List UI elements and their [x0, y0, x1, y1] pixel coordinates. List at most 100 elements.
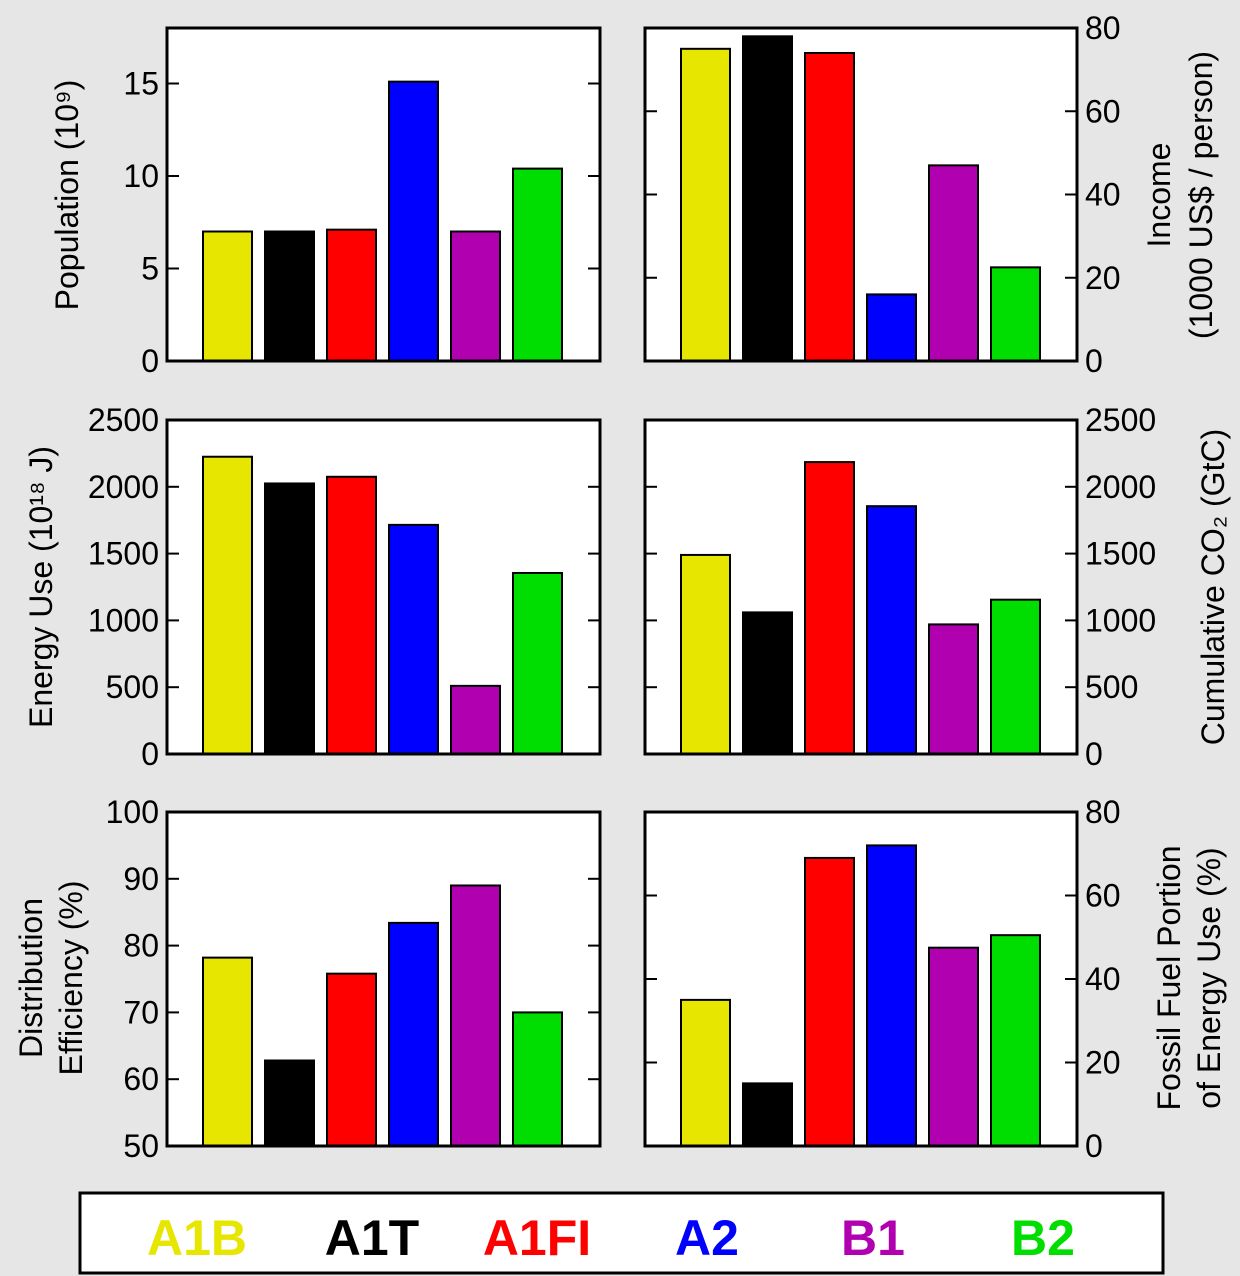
y-tick-label: 1500	[1085, 536, 1156, 572]
legend-entry-a1fi: A1FI	[483, 1210, 591, 1266]
bar-a1b	[202, 956, 253, 1148]
y-tick-label: 5	[141, 251, 159, 287]
bar-a2	[866, 293, 917, 362]
y-tick-label: 0	[1085, 736, 1103, 772]
y-tick-label: 500	[106, 669, 159, 705]
bar-a1t	[742, 1082, 793, 1147]
legend-entry-b1: B1	[841, 1210, 905, 1266]
y-tick-label: 80	[1085, 10, 1121, 46]
panel-4: 50 60 70 80 90 100	[106, 794, 602, 1164]
ylabel-distribution-line1: Distribution	[13, 898, 49, 1058]
y-tick-label: 20	[1085, 260, 1121, 296]
bar-a1b	[680, 998, 731, 1147]
y-tick-label: 0	[1085, 1128, 1103, 1164]
y-tick-label: 60	[1085, 878, 1121, 914]
y-tick-label: 2000	[88, 469, 159, 505]
panel-0: 0 5 10 15	[123, 26, 602, 379]
legend-entry-a1t: A1T	[325, 1210, 419, 1266]
ylabel-fossil-fuel: Fossil Fuel Portion of Energy Use (%)	[1151, 846, 1227, 1111]
bar-a1b	[202, 455, 253, 755]
bar-b2	[512, 167, 563, 362]
ylabel-distribution-efficiency: Distribution Efficiency (%)	[13, 880, 89, 1075]
bar-b2	[990, 266, 1041, 362]
panel-5: 0 20 40 60 80	[643, 794, 1121, 1164]
y-tick-label: 2500	[88, 402, 159, 438]
bar-b1	[928, 623, 979, 756]
bar-a2	[388, 80, 439, 363]
bar-b1	[450, 230, 501, 362]
plot-frame	[165, 418, 602, 756]
y-tick-label: 20	[1085, 1045, 1121, 1081]
y-tick-label: 15	[123, 66, 159, 102]
y-tick-label: 50	[123, 1128, 159, 1164]
legend-entry-a2: A2	[675, 1210, 739, 1266]
bar-a1fi	[326, 972, 377, 1147]
y-tick-label: 60	[123, 1061, 159, 1097]
y-tick-label: 0	[141, 736, 159, 772]
plot-frame	[165, 810, 602, 1148]
y-tick-label: 0	[141, 343, 159, 379]
ylabel-population: Population (10⁹)	[49, 80, 85, 311]
y-tick-label: 1500	[88, 536, 159, 572]
bar-a1fi	[804, 856, 855, 1147]
plot-frame	[165, 26, 602, 363]
bar-a1b	[202, 230, 253, 362]
legend: A1B A1T A1FI A2 B1 B2	[147, 1210, 1075, 1266]
ylabel-income: Income (1000 US$ / person)	[1141, 51, 1219, 339]
bar-a1fi	[804, 461, 855, 755]
y-tick-label: 60	[1085, 93, 1121, 129]
bar-a1t	[264, 482, 315, 755]
legend-entry-a1b: A1B	[147, 1210, 247, 1266]
bar-b2	[512, 1011, 563, 1148]
panel-2: 0 500 1000 1500 2000 2500	[88, 402, 602, 772]
bar-a2	[388, 921, 439, 1147]
bar-b1	[450, 684, 501, 756]
bar-b2	[990, 934, 1041, 1147]
y-tick-label: 10	[123, 158, 159, 194]
bar-a1t	[264, 230, 315, 362]
ylabel-fossil-line2: of Energy Use (%)	[1191, 847, 1227, 1108]
y-tick-label: 40	[1085, 961, 1121, 997]
bar-a1b	[680, 47, 731, 362]
bar-a1b	[680, 553, 731, 755]
y-tick-label: 0	[1085, 343, 1103, 379]
bar-b1	[928, 946, 979, 1147]
y-tick-label: 1000	[1085, 602, 1156, 638]
ylabel-distribution-line2: Efficiency (%)	[53, 880, 89, 1075]
ylabel-cumulative-co2: Cumulative CO₂ (GtC)	[1195, 429, 1231, 745]
bar-a2	[388, 523, 439, 755]
y-tick-label: 1000	[88, 602, 159, 638]
y-tick-label: 80	[1085, 794, 1121, 830]
bar-a1fi	[804, 51, 855, 362]
legend-entry-b2: B2	[1011, 1210, 1075, 1266]
panel-3: 0 500 1000 1500 2000 2500	[643, 402, 1156, 772]
bar-b2	[512, 571, 563, 755]
bar-a1t	[264, 1059, 315, 1147]
panels: 0510150204060800500100015002000250005001…	[88, 10, 1156, 1164]
ylabel-energy-use: Energy Use (10¹⁸ J)	[23, 446, 59, 728]
y-tick-label: 70	[123, 994, 159, 1030]
plot-frame	[643, 418, 1079, 756]
bar-a1fi	[326, 228, 377, 362]
y-tick-label: 90	[123, 861, 159, 897]
y-tick-label: 100	[106, 794, 159, 830]
y-tick-label: 2000	[1085, 469, 1156, 505]
y-tick-label: 2500	[1085, 402, 1156, 438]
bar-a1t	[742, 35, 793, 362]
ylabel-income-line2: (1000 US$ / person)	[1183, 51, 1219, 339]
bar-b1	[928, 164, 979, 362]
y-tick-label: 80	[123, 928, 159, 964]
ylabel-fossil-line1: Fossil Fuel Portion	[1151, 846, 1187, 1111]
panel-1: 0 20 40 60 80	[643, 10, 1121, 379]
legend-box	[78, 1191, 1165, 1275]
bar-a1t	[742, 611, 793, 755]
bar-b2	[990, 598, 1041, 756]
bar-a2	[866, 505, 917, 755]
y-tick-label: 500	[1085, 669, 1138, 705]
bar-a1fi	[326, 475, 377, 755]
ylabel-income-line1: Income	[1141, 143, 1177, 248]
bar-a2	[866, 844, 917, 1148]
bar-b1	[450, 884, 501, 1147]
y-tick-label: 40	[1085, 177, 1121, 213]
